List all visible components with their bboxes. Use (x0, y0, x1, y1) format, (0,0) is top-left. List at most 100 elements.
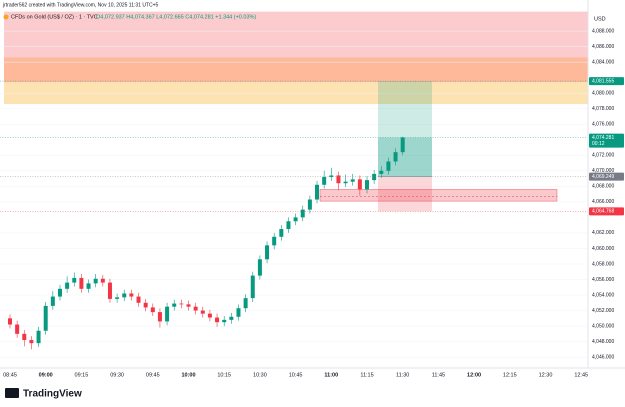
y-tick-label: 4,052.000 (592, 308, 614, 314)
candle-body (50, 296, 55, 306)
candle-body (315, 184, 320, 200)
logo: TradingView (23, 389, 82, 400)
candle-body (293, 217, 298, 222)
candle-body (265, 245, 270, 260)
x-tick-label: 12:45 (574, 372, 588, 378)
y-tick-label: 4,046.000 (592, 354, 614, 360)
candle-body (107, 282, 112, 299)
candle-body (86, 283, 91, 289)
price-label-bg (589, 77, 624, 86)
position-stop (378, 176, 432, 212)
legend-ohlc: O4,072.937 H4,074.367 L4,072.665 C4,074.… (96, 14, 256, 20)
candle-body (272, 236, 277, 246)
x-tick-label: 11:45 (432, 372, 445, 378)
candle-body (336, 175, 341, 184)
symbol-icon (3, 14, 9, 20)
x-tick-label: 12:30 (539, 372, 553, 378)
candle-body (100, 278, 105, 283)
price-label: 4,074.281 (592, 135, 614, 141)
candle-body (43, 305, 48, 331)
candle-body (79, 277, 84, 289)
price-label: 4,069.249 (592, 174, 614, 180)
candle-body (165, 306, 170, 322)
candle-body (157, 312, 162, 322)
candle-body (122, 293, 127, 298)
candle-body (243, 298, 248, 309)
price-label-bg (589, 172, 624, 181)
candle-body (215, 317, 220, 323)
candle-body (129, 293, 134, 297)
x-tick-label: 09:15 (75, 372, 89, 378)
y-tick-label: 4,054.000 (592, 292, 614, 298)
candle-body (172, 303, 177, 307)
candle-body (22, 333, 27, 341)
credit: jrtrader562 created with TradingView.com… (2, 2, 159, 8)
candle-body (329, 175, 334, 178)
candle-body (65, 282, 70, 289)
candle-body (186, 304, 191, 307)
candle-body (236, 308, 241, 317)
candle-body (307, 199, 312, 210)
x-tick-label: 11:30 (396, 372, 409, 378)
candle-body (207, 313, 212, 318)
y-tick-label: 4,080.000 (592, 90, 614, 96)
candle-body (29, 340, 34, 344)
candle-body (193, 306, 198, 311)
candle-body (8, 318, 12, 325)
candle-body (365, 180, 369, 190)
y-tick-label: 4,050.000 (592, 323, 614, 329)
candle-body (393, 152, 398, 162)
x-tick-label: 10:45 (289, 372, 303, 378)
candle-body (136, 296, 141, 303)
candle-body (379, 170, 384, 174)
candle-body (343, 181, 348, 184)
candle-body (286, 221, 291, 230)
candle-body (229, 316, 234, 320)
y-tick-label: 4,060.000 (592, 246, 614, 252)
x-tick-label: 09:00 (39, 372, 53, 378)
candle-body (300, 209, 305, 218)
y-tick-label: 4,088.000 (592, 28, 614, 34)
candle-body (57, 288, 62, 297)
zone (4, 11, 588, 58)
y-tick-label: 4,068.000 (592, 184, 614, 190)
zone (4, 57, 588, 83)
candle-body (400, 137, 405, 153)
candle-body (372, 173, 377, 181)
candle-body (279, 229, 284, 237)
candle-body (115, 297, 120, 299)
x-tick-label: 10:15 (217, 372, 231, 378)
x-tick-label: 12:15 (503, 372, 517, 378)
price-label: 4,081.555 (592, 78, 614, 84)
box (319, 189, 558, 202)
price-countdown: 00:12 (592, 141, 605, 147)
candle-body (257, 259, 262, 276)
y-tick-label: 4,062.000 (592, 230, 614, 236)
position-target (378, 81, 432, 177)
candle-body (150, 307, 155, 313)
currency: USD (594, 16, 606, 22)
candle-body (350, 179, 355, 182)
candle-body (250, 275, 255, 299)
x-tick-label: 10:00 (181, 372, 195, 378)
y-tick-label: 4,086.000 (592, 44, 614, 50)
legend-symbol: CFDs on Gold (US$ / OZ) · 1 · TVC (11, 14, 98, 20)
candle-body (386, 161, 391, 171)
candle-body (72, 277, 77, 283)
candle-body (93, 278, 98, 284)
candle-body (200, 310, 205, 314)
y-tick-label: 4,078.000 (592, 106, 614, 112)
x-tick-label: 11:15 (360, 372, 373, 378)
candle-body (357, 179, 362, 190)
candle-body (322, 177, 327, 185)
y-tick-label: 4,084.000 (592, 59, 614, 65)
price-label-bg (589, 133, 624, 148)
price-label-bg (589, 207, 624, 216)
position-progress (378, 137, 432, 177)
x-tick-label: 09:30 (110, 372, 124, 378)
price-label: 4,064.768 (592, 209, 614, 215)
y-tick-label: 4,070.000 (592, 168, 614, 174)
x-tick-label: 10:30 (253, 372, 267, 378)
logo-icon (5, 388, 19, 398)
candle-body (15, 324, 20, 334)
